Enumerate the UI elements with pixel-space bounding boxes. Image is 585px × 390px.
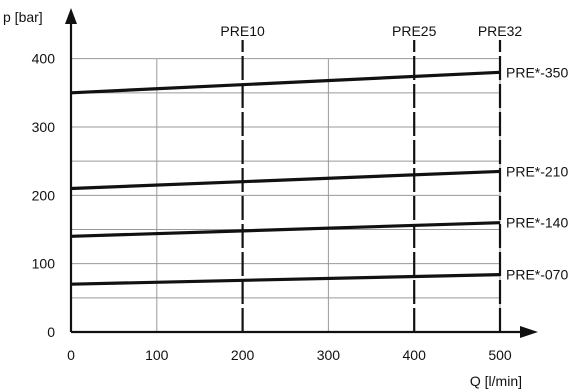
x-tick-label-200: 200 — [231, 347, 255, 363]
series-line-pre-350 — [70, 70, 501, 95]
y-axis-title: p [bar] — [3, 9, 43, 25]
series-label-pre-210: PRE*-210 — [506, 163, 568, 179]
y-tick-label-400: 400 — [32, 51, 56, 67]
y-axis-arrow — [65, 8, 77, 24]
series-label-pre-350: PRE*-350 — [506, 64, 568, 80]
grid-lines — [71, 58, 501, 332]
model-marker-lines — [241, 40, 502, 332]
y-tick-label-0: 0 — [47, 324, 55, 340]
series-line-pre-070 — [70, 273, 501, 286]
x-axis-title: Q [l/min] — [470, 373, 522, 389]
tick-labels: 0 100 200 300 400 0 100 200 300 400 500 — [32, 51, 512, 363]
x-tick-label-500: 500 — [488, 347, 512, 363]
y-tick-label-100: 100 — [32, 256, 56, 272]
series-label-pre-140: PRE*-140 — [506, 215, 568, 231]
x-axis-arrow — [520, 326, 538, 338]
y-tick-label-200: 200 — [32, 187, 56, 203]
x-tick-label-300: 300 — [317, 347, 341, 363]
x-tick-label-400: 400 — [403, 347, 427, 363]
series-line-pre-210 — [70, 169, 501, 191]
y-tick-label-300: 300 — [32, 119, 56, 135]
series-label-pre-070: PRE*-070 — [506, 267, 568, 283]
x-tick-label-0: 0 — [67, 347, 75, 363]
series-line-pre-140 — [70, 221, 501, 238]
marker-label-pre10: PRE10 — [220, 23, 265, 39]
marker-label-pre32: PRE32 — [478, 23, 523, 39]
marker-label-pre25: PRE25 — [392, 23, 437, 39]
x-tick-label-100: 100 — [145, 347, 169, 363]
series-lines — [70, 70, 501, 286]
text-labels: PRE10 PRE25 PRE32 PRE*-350 PRE*-210 PRE*-140 P… — [3, 9, 568, 389]
axes — [65, 8, 538, 338]
